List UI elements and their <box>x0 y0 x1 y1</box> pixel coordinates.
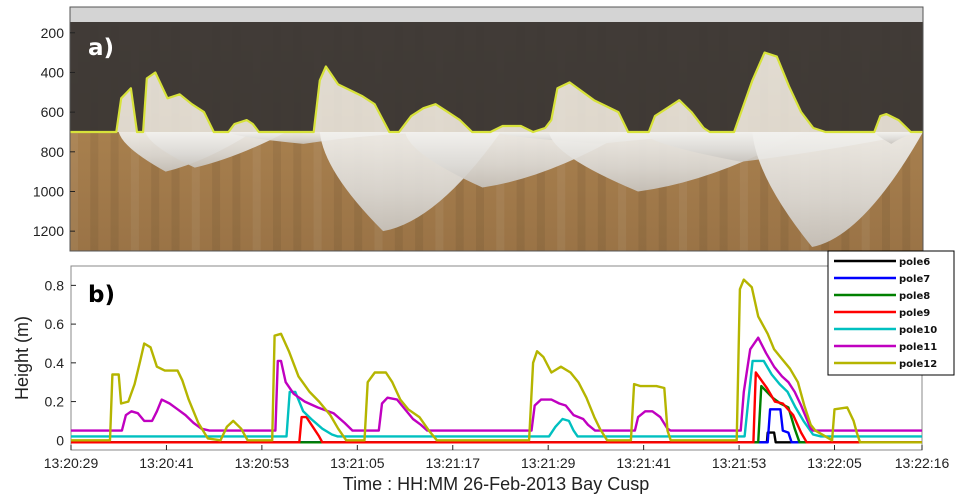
stripe <box>90 22 99 251</box>
panel-a-frame <box>69 6 924 252</box>
swash-foam <box>145 131 287 168</box>
x-tick-label: 13:21:05 <box>330 455 385 471</box>
series-group <box>71 278 922 444</box>
stripe <box>70 22 78 251</box>
panel-b-axes: 13:20:29 13:20:41 13:20:53 13:21:05 13:21:17… <box>44 277 950 471</box>
x-tick-label: 13:22:16 <box>895 455 950 471</box>
y-tick-label: 800 <box>41 144 65 160</box>
y-tick-label: 1000 <box>33 183 64 199</box>
legend: pole6 pole7 pole8 pole9 pole10 pole11 pole12 <box>827 250 955 376</box>
swash-foam <box>874 131 923 144</box>
series-line-pole7 <box>71 408 922 444</box>
swash-foam-group <box>70 52 923 248</box>
x-tick-label: 13:21:17 <box>426 455 481 471</box>
legend-label-pole7: pole7 <box>899 274 930 285</box>
y-tick-label: 0.2 <box>45 394 65 410</box>
y-tick-label: 0.6 <box>45 316 65 332</box>
series-line-pole9 <box>71 371 922 444</box>
series-line-pole12 <box>71 278 922 444</box>
y-tick-label: 200 <box>41 25 65 41</box>
legend-label-pole11: pole11 <box>899 342 937 353</box>
y-tick-label: 1200 <box>33 223 64 239</box>
x-tick-label: 13:20:41 <box>139 455 194 471</box>
swash-foam <box>752 131 923 248</box>
dark-water-region <box>70 7 923 132</box>
legend-label-pole9: pole9 <box>899 308 930 319</box>
x-tick-label: 13:20:29 <box>44 455 99 471</box>
x-tick-label: 13:21:53 <box>712 455 767 471</box>
y-tick-label: 600 <box>41 104 65 120</box>
timestack-panel <box>70 7 923 251</box>
panel-a-label: a) <box>88 35 114 61</box>
shoreline-contour <box>70 51 923 134</box>
x-tick-label: 13:21:41 <box>616 455 671 471</box>
series-line-pole10 <box>71 359 922 438</box>
y-axis-title: Height (m) <box>12 316 32 400</box>
top-strip-overlay <box>70 7 923 22</box>
x-tick-label: 13:20:53 <box>235 455 290 471</box>
stripe <box>110 22 119 251</box>
y-tick-label: 0.4 <box>45 355 65 371</box>
foam-area <box>70 52 923 132</box>
legend-label-pole6: pole6 <box>899 257 930 268</box>
panel-a-y-axis: 200 400 600 800 1000 1200 <box>33 25 75 239</box>
y-tick-label: 400 <box>41 64 65 80</box>
y-tick-label: 0 <box>56 432 64 448</box>
y-tick-label: 0.8 <box>45 277 65 293</box>
panel-b-label: b) <box>88 282 115 308</box>
x-tick-label: 13:21:29 <box>521 455 576 471</box>
x-axis-title: Time : HH:MM 26-Feb-2013 Bay Cusp <box>343 474 649 494</box>
dark-water-shape <box>70 7 923 132</box>
x-tick-label: 13:22:05 <box>807 455 862 471</box>
legend-label-pole12: pole12 <box>899 359 937 370</box>
legend-label-pole10: pole10 <box>899 325 937 336</box>
series-line-pole11 <box>71 336 922 432</box>
legend-label-pole8: pole8 <box>899 291 930 302</box>
